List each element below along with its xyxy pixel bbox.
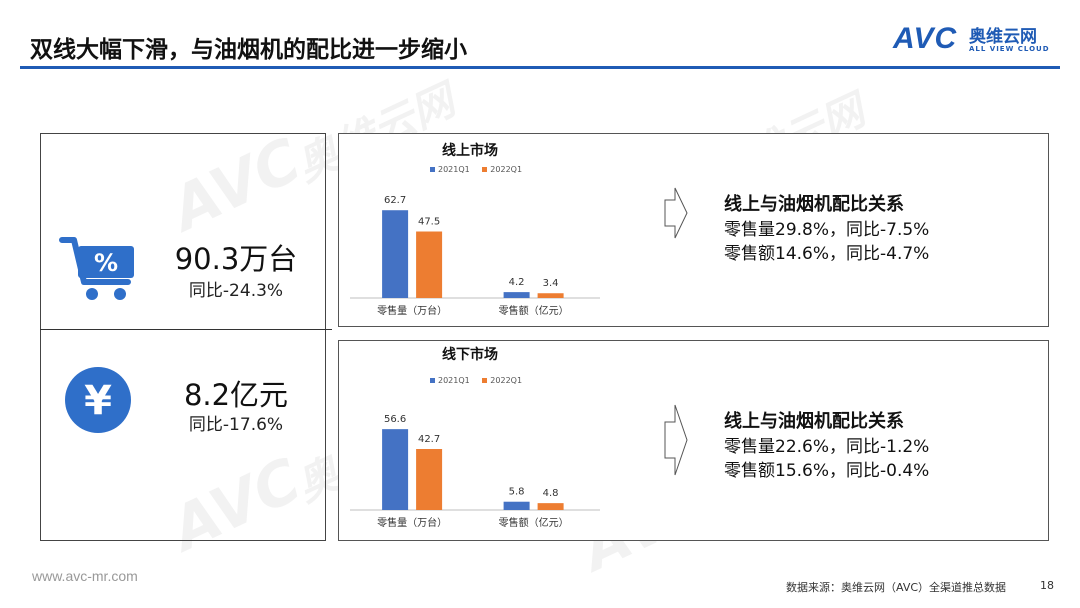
shopping-cart-percent-icon: %	[58, 232, 138, 304]
data-label: 5.8	[509, 487, 525, 498]
online-market-chart: 62.7 47.5 零售量（万台） 4.2 3.4 零售额（亿元）	[350, 195, 600, 317]
sales-amount-value: 8.2亿元	[183, 378, 289, 412]
svg-text:%: %	[94, 249, 118, 277]
category-label: 零售额（亿元）	[499, 304, 569, 317]
bar-2022Q1-0	[416, 231, 443, 298]
bar-2021Q1-0	[382, 210, 409, 298]
svg-text:¥: ¥	[84, 378, 112, 424]
data-source-note: 数据来源：奥维云网（AVC）全渠道推总数据	[786, 581, 1007, 594]
logo-chinese-name: 奥维云网	[969, 27, 1037, 47]
offline-chart-legend: 2021Q1 2022Q1	[430, 376, 522, 385]
stats-panel	[40, 133, 326, 541]
website-url: www.avc-mr.com	[32, 568, 138, 584]
logo-mark: AVC	[893, 22, 958, 55]
online-relation-volume: 零售量29.8%，同比-7.5%	[724, 220, 930, 240]
yuan-coin-icon: ¥	[64, 366, 132, 434]
legend-2022: 2022Q1	[482, 165, 522, 174]
sales-volume-change: 同比-24.3%	[188, 281, 284, 301]
online-relation-title: 线上与油烟机配比关系	[724, 194, 904, 215]
data-label: 4.8	[543, 488, 559, 499]
data-label: 56.6	[384, 414, 406, 425]
online-chart-title: 线上市场	[442, 143, 498, 159]
offline-chart-title: 线下市场	[442, 347, 498, 363]
bar-2021Q1-0	[382, 429, 409, 510]
page-number: 18	[1040, 579, 1054, 592]
bar-2022Q1-0	[416, 449, 443, 510]
arrow-right-icon	[664, 404, 688, 476]
legend-2021: 2021Q1	[430, 376, 470, 385]
offline-market-chart: 56.6 42.7 零售量（万台） 5.8 4.8 零售额（亿元）	[350, 414, 600, 529]
category-label: 零售量（万台）	[377, 516, 447, 529]
data-label: 3.4	[543, 278, 559, 289]
bar-2022Q1-1	[537, 293, 564, 298]
offline-market-panel	[338, 340, 1049, 541]
data-label: 42.7	[418, 434, 440, 445]
category-label: 零售额（亿元）	[499, 516, 569, 529]
bar-2021Q1-1	[503, 501, 530, 510]
header-divider	[20, 66, 1060, 69]
data-label: 62.7	[384, 195, 406, 206]
online-market-panel	[338, 133, 1049, 327]
sales-amount-change: 同比-17.6%	[188, 415, 284, 435]
offline-relation-title: 线上与油烟机配比关系	[724, 411, 904, 432]
legend-2022: 2022Q1	[482, 376, 522, 385]
page-title: 双线大幅下滑，与油烟机的配比进一步缩小	[30, 37, 467, 63]
online-chart-legend: 2021Q1 2022Q1	[430, 165, 522, 174]
category-label: 零售量（万台）	[377, 304, 447, 317]
online-relation-amount: 零售额14.6%，同比-4.7%	[724, 244, 930, 264]
arrow-right-icon	[664, 187, 688, 239]
offline-relation-volume: 零售量22.6%，同比-1.2%	[724, 437, 930, 457]
bar-2022Q1-1	[537, 503, 564, 510]
avc-logo: AVC 奥维云网 ALL VIEW CLOUD	[893, 20, 1058, 64]
legend-2021: 2021Q1	[430, 165, 470, 174]
sales-volume-value: 90.3万台	[174, 242, 298, 276]
bar-2021Q1-1	[503, 292, 530, 298]
stats-divider	[40, 329, 332, 330]
data-label: 47.5	[418, 217, 440, 228]
offline-relation-amount: 零售额15.6%，同比-0.4%	[724, 461, 930, 481]
data-label: 4.2	[509, 277, 525, 288]
logo-english-name: ALL VIEW CLOUD	[969, 45, 1050, 53]
